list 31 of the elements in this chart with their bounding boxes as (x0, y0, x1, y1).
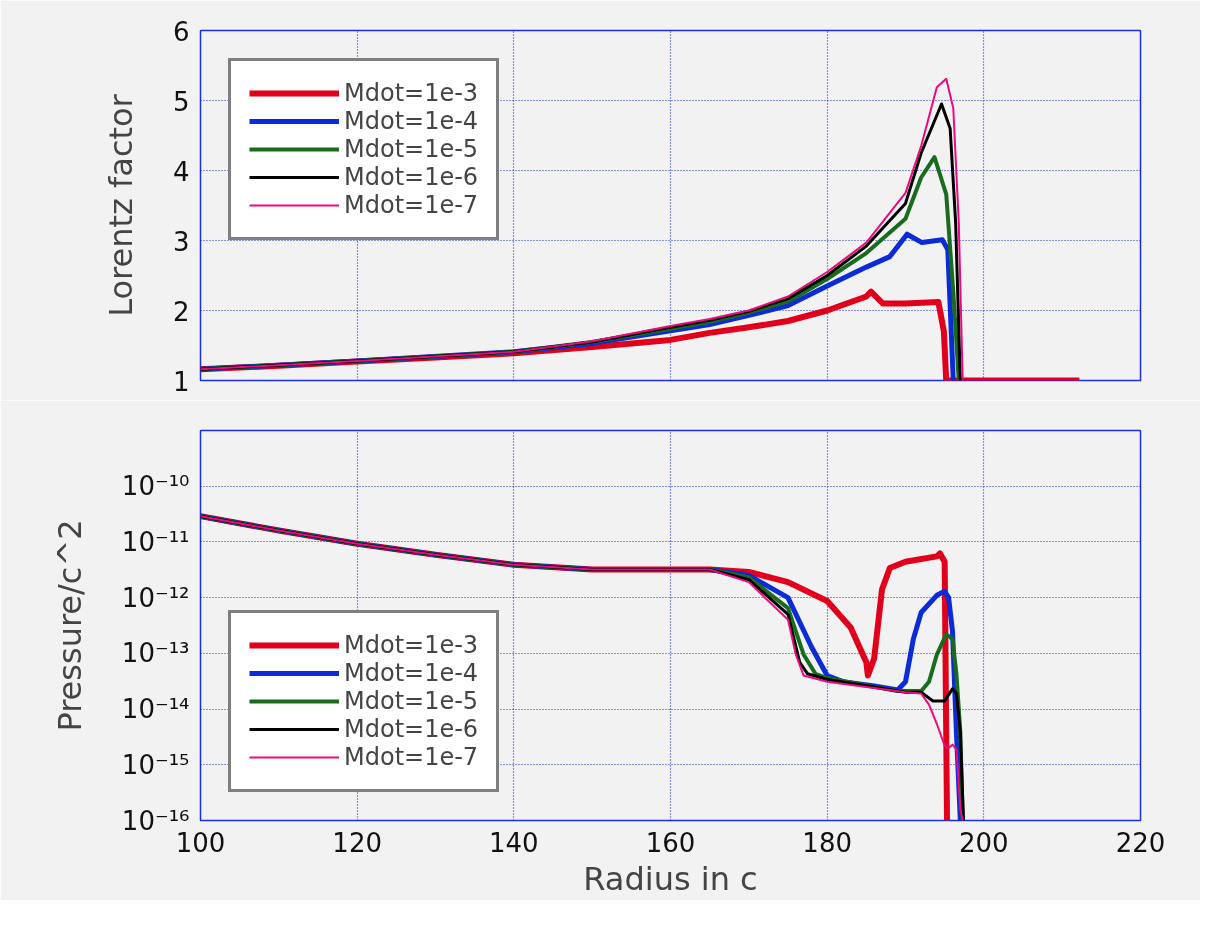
x-axis-title: Radius in c (583, 859, 758, 898)
legend-label: Mdot=1e-4 (344, 659, 479, 687)
legend-label: Mdot=1e-3 (344, 79, 479, 107)
x-tick-label: 160 (645, 827, 696, 858)
y-tick-label: 2 (172, 296, 190, 327)
y-tick-label: 6 (172, 16, 190, 47)
y-tick-label: 10⁻¹⁴ (121, 694, 190, 725)
y-axis-title: Lorentz factor (101, 93, 140, 317)
y-tick-label: 1 (172, 366, 190, 397)
legend-label: Mdot=1e-4 (344, 107, 479, 135)
x-tick-label: 120 (332, 827, 382, 858)
y-tick-label: 10⁻¹⁵ (121, 749, 190, 780)
y-tick-label: 10⁻¹⁰ (121, 471, 190, 502)
y-tick-label: 4 (172, 156, 190, 187)
legend-label: Mdot=1e-7 (344, 743, 479, 771)
x-tick-label: 180 (802, 827, 852, 858)
legend-label: Mdot=1e-5 (344, 135, 479, 163)
y-tick-label: 10⁻¹¹ (121, 526, 190, 557)
y-tick-label: 10⁻¹³ (121, 638, 190, 669)
x-tick-label: 200 (959, 827, 1009, 858)
y-tick-label: 10⁻¹² (121, 582, 190, 613)
y-tick-label: 3 (172, 226, 190, 257)
legend-label: Mdot=1e-7 (344, 191, 479, 219)
y-tick-label: 5 (172, 86, 190, 117)
legend-label: Mdot=1e-6 (344, 715, 479, 743)
legend-label: Mdot=1e-6 (344, 163, 479, 191)
x-tick-label: 140 (489, 827, 539, 858)
x-tick-label: 220 (1115, 827, 1166, 858)
legend-label: Mdot=1e-3 (344, 631, 479, 659)
legend-label: Mdot=1e-5 (344, 687, 479, 715)
y-axis-title: Pressure/c^2 (50, 519, 89, 732)
